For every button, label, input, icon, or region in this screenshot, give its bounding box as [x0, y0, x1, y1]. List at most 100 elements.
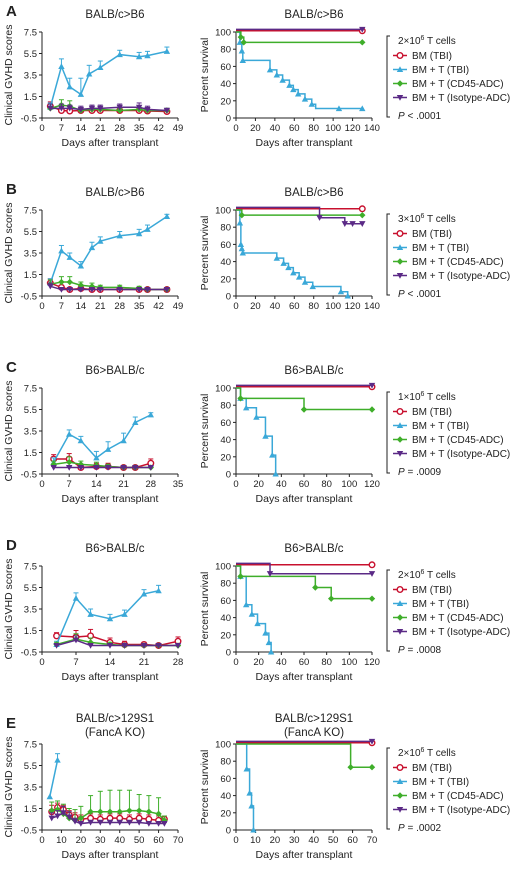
- panel-e-survival-survival-curve: [236, 743, 255, 830]
- panel-b-gvhd-data-point: [88, 244, 96, 251]
- panel-d-survival-survival-curve: [236, 565, 272, 652]
- panel-b-survival-censor-mark: [273, 254, 280, 261]
- panel-e-gvhd-xtick-label: 20: [76, 835, 87, 846]
- panel-c-survival-ytick-label: 60: [220, 418, 231, 429]
- panel-b-gvhd-xtick-label: 7: [59, 301, 64, 312]
- panel-e-survival-censor-mark: [347, 764, 354, 771]
- cells-label-sup: 6: [421, 391, 425, 398]
- panel-d-survival-cells-label: 2×106 T cells: [398, 569, 456, 581]
- panel-c-survival-censor-mark: [368, 382, 376, 389]
- panel-c-survival-xtick-label: 120: [364, 479, 380, 490]
- panel-a-survival-censor-mark: [301, 95, 309, 102]
- panel-c-survival-series-2: [236, 387, 279, 477]
- panel-b-survival-censor-mark: [359, 211, 366, 219]
- panel-b-gvhd-chart: -0.5 1.5 3.5 5.5 7.5 0 7 14 21 28 35 42 49 Clinical G…: [3, 181, 183, 312]
- panel-c-gvhd-series-4: [50, 464, 154, 471]
- panel-e-gvhd-data-point: [71, 818, 79, 825]
- panel-a-survival-xlabel: Days after transplant: [256, 137, 353, 149]
- panel-d-gvhd-data-point: [140, 590, 148, 597]
- panel-d-survival-legend-label: BM (TBI): [412, 585, 452, 596]
- panel-e-gvhd-data-point: [106, 819, 114, 826]
- panel-b-gvhd-data-point: [77, 262, 85, 269]
- panel-a-gvhd-data-point: [163, 48, 171, 54]
- panel-d-gvhd-data-point: [155, 587, 162, 594]
- panel-c-survival-series-3: [236, 387, 376, 413]
- panel-d-survival-legend-marker: [396, 600, 404, 607]
- panel-b-survival-series-2: [236, 209, 351, 299]
- panel-a-gvhd-data-point: [47, 105, 54, 112]
- panel-d-gvhd-xtick-label: 0: [39, 657, 44, 668]
- panel-c-survival-legend-label: BM (TBI): [412, 407, 452, 418]
- panel-b-survival-censor-mark: [290, 269, 297, 276]
- panel-b-gvhd-series-1: [46, 278, 171, 294]
- panel-a-survival-censor-mark: [359, 105, 366, 112]
- panel-b-gvhd-xtick-label: 14: [76, 301, 87, 312]
- panel-d-survival-xtick-label: 0: [233, 657, 238, 668]
- panel-c-survival-legend-label: BM + T (CD45-ADC): [412, 435, 504, 446]
- panel-d-survival-legend: 2×106 T cells BM (TBI) BM + T (TBI) BM + T …: [386, 569, 510, 656]
- panel-d-survival-survival-curve: [236, 565, 372, 600]
- panel-a-survival-p-value: P < .0001: [398, 111, 442, 122]
- panel-e-gvhd-series-4: [48, 805, 168, 827]
- panel-c-gvhd-xtick-label: 35: [173, 479, 184, 490]
- panel-b-survival-ytick-label: 60: [220, 240, 231, 251]
- panel-a-survival-xtick-label: 20: [250, 123, 261, 134]
- panel-a-gvhd-data-point: [144, 106, 151, 113]
- panel-c-gvhd-xlabel: Days after transplant: [62, 493, 159, 505]
- panel-d-survival-xtick-label: 100: [341, 657, 357, 668]
- panel-a-gvhd-series-2: [47, 46, 171, 110]
- panel-b-gvhd-data-point: [58, 247, 65, 254]
- panel-b-survival-censor-mark: [349, 221, 356, 227]
- panel-e-gvhd-data-point: [54, 806, 61, 813]
- cells-label-sup: 6: [421, 747, 425, 754]
- panel-c-survival-legend-label: BM + T (TBI): [412, 421, 469, 432]
- panel-a-survival-xtick-label: 80: [308, 123, 319, 134]
- panel-e-survival-ytick-label: 20: [220, 808, 231, 819]
- panel-a-survival-title: BALB/c>B6: [284, 9, 343, 21]
- panel-d-survival-ytick-label: 60: [220, 596, 231, 607]
- panel-a-gvhd-data-point: [77, 91, 85, 97]
- panel-d-gvhd-title: B6>BALB/c: [85, 543, 144, 555]
- panel-a-gvhd-data-point: [97, 105, 104, 112]
- panel-a-survival-xtick-label: 140: [364, 123, 380, 134]
- panel-b-gvhd-data-point: [88, 286, 96, 293]
- panel-a-gvhd-data-point: [135, 53, 143, 60]
- panel-a-gvhd-data-point: [135, 104, 143, 111]
- panel-a-gvhd-data-point: [66, 105, 73, 112]
- panel-e-survival-xtick-label: 50: [328, 835, 339, 846]
- panel-c-gvhd-ytick-label: 7.5: [24, 384, 37, 395]
- panel-e-survival-xtick-label: 10: [250, 835, 261, 846]
- panel-d-gvhd-data-point: [106, 642, 114, 649]
- panel-b-survival-ytick-label: 100: [215, 206, 231, 217]
- panel-c-gvhd-data-point: [132, 419, 139, 425]
- panel-e-gvhd-data-point: [135, 807, 143, 814]
- panel-b-survival-censor-mark: [359, 221, 366, 227]
- panel-e-gvhd-ytick-label: 3.5: [24, 783, 37, 794]
- panel-a-gvhd-data-point: [58, 63, 65, 69]
- panel-e-gvhd-data-point: [46, 793, 53, 800]
- panel-b-survival-xtick-label: 80: [308, 301, 319, 312]
- panel-b-survival-series-3: [236, 209, 366, 219]
- panel-c-gvhd-data-point: [147, 464, 154, 471]
- panel-b-gvhd-data-point: [97, 237, 104, 244]
- panel-b-gvhd-data-point: [66, 286, 73, 293]
- panel-b-survival-xtick-label: 100: [325, 301, 341, 312]
- panel-c-survival-xtick-label: 80: [321, 479, 332, 490]
- cells-label-sup: 6: [421, 213, 425, 220]
- panel-c-survival-legend-label: BM + T (Isotype-ADC): [412, 449, 510, 460]
- panel-d-survival-censor-mark: [266, 571, 274, 577]
- panel-e-gvhd-data-point: [66, 814, 73, 821]
- panel-d-survival-ytick-label: 80: [220, 579, 231, 590]
- panel-a-gvhd-data-point: [58, 105, 65, 112]
- panel-e-gvhd-data-point: [155, 820, 162, 827]
- panel-a-gvhd-series-line: [50, 104, 167, 112]
- panel-a-survival-survival-curve: [236, 31, 363, 110]
- panel-c-gvhd-title: B6>BALB/c: [85, 365, 144, 377]
- panel-a-survival-xtick-label: 60: [289, 123, 300, 134]
- cells-label-sup: 6: [421, 569, 425, 576]
- panel-d-survival-survival-curve: [236, 562, 372, 575]
- panel-b-gvhd-data-point: [116, 232, 123, 239]
- panel-c-survival-legend: 1×106 T cells BM (TBI) BM + T (TBI) BM + T …: [386, 391, 510, 478]
- panel-b-gvhd-xtick-label: 28: [114, 301, 125, 312]
- panel-e-survival-xtick-label: 40: [308, 835, 319, 846]
